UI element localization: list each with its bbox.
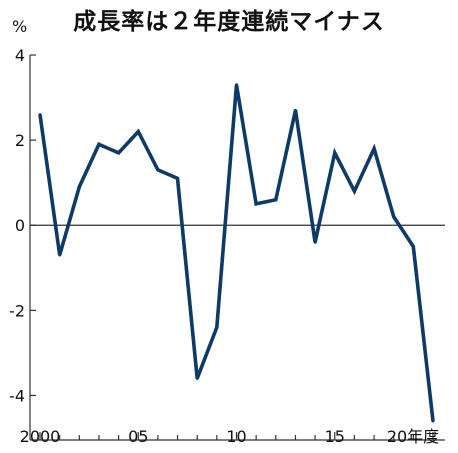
data-point [195, 376, 199, 380]
data-point [274, 198, 278, 202]
y-unit-label: % [12, 17, 27, 36]
data-point [392, 215, 396, 219]
data-point [215, 325, 219, 329]
y-tick-label: 4 [15, 46, 25, 65]
data-point [293, 108, 297, 112]
data-point [372, 147, 376, 151]
data-point [38, 113, 42, 117]
y-tick-label: 0 [15, 216, 25, 235]
data-point [411, 245, 415, 248]
y-tick-label: 2 [15, 131, 25, 150]
y-tick-label: -2 [9, 301, 25, 320]
data-point [58, 253, 62, 257]
x-tick-label: 20年度 [387, 427, 439, 446]
x-tick-label: 05 [128, 427, 148, 446]
data-point [136, 130, 140, 134]
x-tick-label: 2000 [20, 427, 61, 446]
growth-rate-line [38, 84, 435, 422]
data-point [333, 151, 337, 155]
data-point [156, 168, 160, 172]
data-point [254, 202, 258, 206]
data-point [313, 240, 317, 244]
chart-title: 成長率は２年度連続マイナス [73, 9, 385, 35]
x-tick-label: 15 [325, 427, 345, 446]
data-point [235, 83, 238, 87]
y-tick-label: -4 [9, 386, 25, 405]
x-tick-label: 10 [226, 427, 246, 446]
data-point [431, 419, 435, 423]
data-point [117, 151, 121, 155]
data-point [77, 185, 81, 189]
data-point [176, 176, 180, 180]
data-point [97, 142, 101, 146]
data-point [352, 189, 356, 193]
